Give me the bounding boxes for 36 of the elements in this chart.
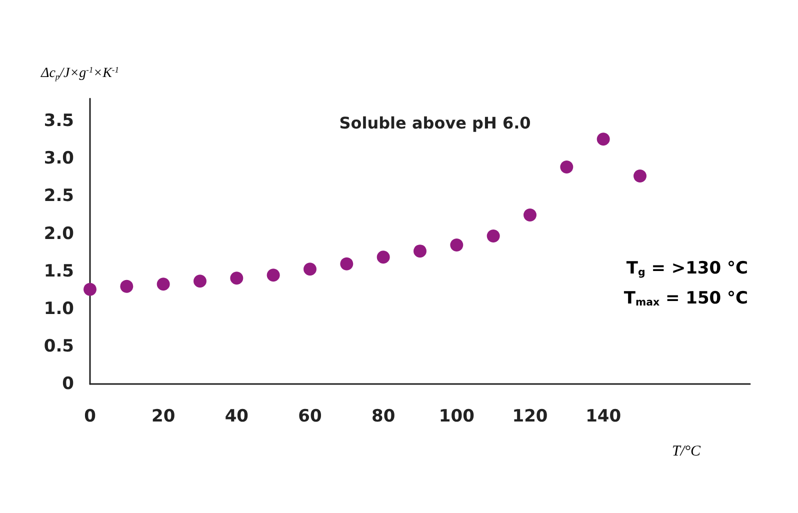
point bbox=[304, 262, 316, 276]
point bbox=[486, 230, 500, 243]
y-tick-label: 0.5 bbox=[44, 336, 74, 356]
x-tick-label: 0 bbox=[84, 406, 96, 426]
x-axis-title: T/°C bbox=[672, 444, 702, 460]
point bbox=[634, 169, 646, 182]
point bbox=[340, 257, 354, 270]
point bbox=[120, 280, 134, 293]
text: Soluble above pH 6.0 bbox=[339, 114, 531, 132]
x-tick-label: 120 bbox=[512, 406, 548, 426]
annotation: Tmax = 150 °C bbox=[624, 288, 748, 308]
point bbox=[194, 274, 206, 288]
y-tick-label: 1.0 bbox=[44, 298, 74, 319]
x-tick-label: 140 bbox=[586, 406, 622, 426]
x-tick-label: 20 bbox=[151, 406, 176, 426]
y-tick-label: 0 bbox=[62, 374, 74, 394]
y-tick-label: 3.0 bbox=[44, 148, 74, 169]
point bbox=[84, 282, 96, 296]
point bbox=[560, 160, 574, 174]
point bbox=[230, 272, 244, 285]
y-tick-label: 2.0 bbox=[44, 224, 74, 244]
x-tick-label: 80 bbox=[371, 406, 396, 426]
x-tick-label: 40 bbox=[224, 406, 249, 426]
y-tick-label: 2.5 bbox=[44, 186, 74, 206]
point bbox=[156, 278, 170, 291]
x-tick-label: 100 bbox=[438, 406, 475, 426]
point bbox=[596, 132, 610, 146]
point bbox=[376, 250, 390, 264]
point bbox=[266, 268, 280, 282]
point bbox=[450, 238, 464, 252]
annotation: Tg = >130 °C bbox=[626, 258, 748, 278]
point bbox=[524, 208, 536, 222]
y-tick-label: 3.5 bbox=[44, 111, 74, 132]
point bbox=[414, 244, 426, 258]
y-tick-label: 1.5 bbox=[44, 261, 74, 282]
x-tick-label: 60 bbox=[298, 406, 322, 426]
